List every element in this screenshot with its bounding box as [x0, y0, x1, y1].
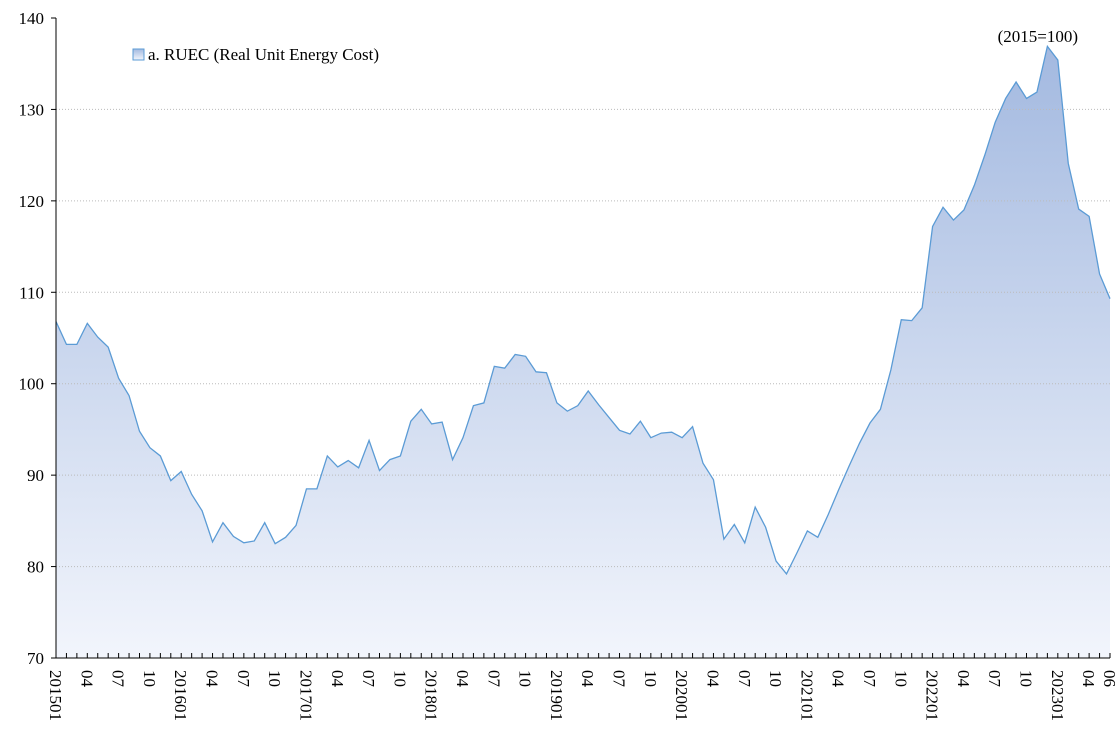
- x-tick-label: 07: [484, 670, 503, 688]
- x-tick-label: 10: [766, 670, 785, 687]
- x-tick-label: 04: [829, 670, 848, 688]
- x-tick-label: 07: [109, 670, 128, 688]
- x-tick-label: 04: [703, 670, 722, 688]
- x-tick-label: 10: [641, 670, 660, 687]
- x-tick-label: 202201: [923, 670, 942, 721]
- x-tick-label: 201801: [422, 670, 441, 721]
- x-tick-label: 07: [359, 670, 378, 688]
- x-tick-label: 202301: [1048, 670, 1067, 721]
- y-tick-label: 120: [19, 192, 45, 211]
- line: [55, 44, 1111, 576]
- x-tick-label: 04: [453, 670, 472, 688]
- x-tick-label: 10: [265, 670, 284, 687]
- x-tick-label: 10: [140, 670, 159, 687]
- x-tick-label: 07: [610, 670, 629, 688]
- legend-label: a. RUEC (Real Unit Energy Cost): [148, 45, 379, 64]
- x-tick-label: 07: [860, 670, 879, 688]
- x-tick-label: 201601: [171, 670, 190, 721]
- x-tick-label: 10: [891, 670, 910, 687]
- area: [56, 46, 1110, 658]
- x-tick-label: 07: [234, 670, 253, 688]
- x-tick-label: 04: [203, 670, 222, 688]
- x-tick-label: 10: [516, 670, 535, 687]
- x-tick-label: 04: [954, 670, 973, 688]
- x-tick-label: 07: [985, 670, 1004, 688]
- x-tick-label: 202101: [797, 670, 816, 721]
- x-tick-label: 06: [1100, 670, 1118, 687]
- x-tick-label: 10: [390, 670, 409, 687]
- legend-swatch: [132, 48, 145, 61]
- x-tick-label: 07: [735, 670, 754, 688]
- x-tick-label: 04: [1079, 670, 1098, 688]
- x-tick-label: 201701: [296, 670, 315, 721]
- y-tick-label: 90: [27, 466, 44, 485]
- y-tick-label: 70: [27, 649, 44, 668]
- x-tick-label: 202001: [672, 670, 691, 721]
- x-tick-label: 04: [328, 670, 347, 688]
- y-tick-label: 140: [19, 9, 45, 28]
- y-tick-label: 100: [19, 375, 45, 394]
- y-tick-label: 110: [19, 283, 44, 302]
- x-tick-label: 04: [578, 670, 597, 688]
- x-tick-label: 201901: [547, 670, 566, 721]
- x-tick-label: 201501: [46, 670, 65, 721]
- x-tick-label: 04: [77, 670, 96, 688]
- annotation: (2015=100): [998, 27, 1078, 46]
- x-tick-label: 10: [1017, 670, 1036, 687]
- y-tick-label: 80: [27, 558, 44, 577]
- y-tick-label: 130: [19, 100, 45, 119]
